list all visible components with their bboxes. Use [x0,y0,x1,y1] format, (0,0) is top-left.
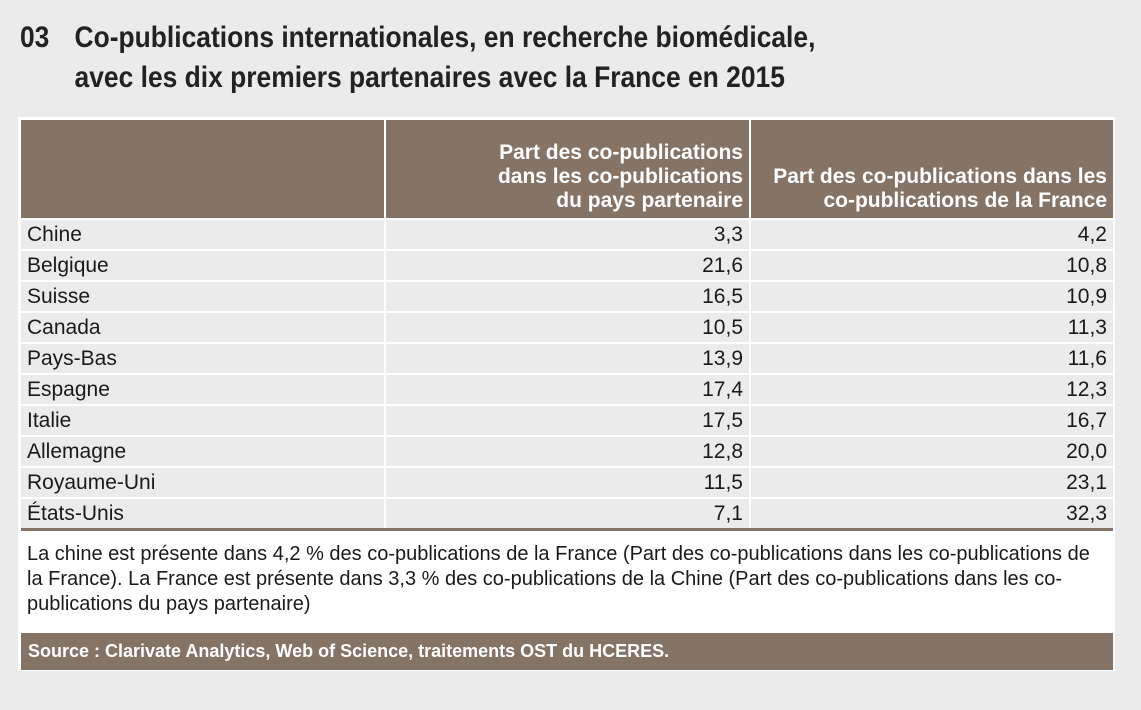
table-row: Chine 3,3 4,2 [21,218,1113,250]
partner-share-cell: 3,3 [385,218,751,250]
table-row: Allemagne 12,8 20,0 [21,435,1113,467]
title-line-1: Co-publications internationales, en rech… [74,21,816,54]
partner-share-cell: 7,1 [385,497,751,531]
table-panel: Part des co-publications dans les co-pub… [18,117,1115,671]
country-cell: Suisse [21,280,386,312]
partner-share-cell: 10,5 [385,311,751,343]
partner-share-cell: 13,9 [385,342,751,374]
table-row: Suisse 16,5 10,9 [21,280,1113,312]
france-share-cell: 16,7 [750,404,1113,436]
table-row: Canada 10,5 11,3 [21,311,1113,343]
france-share-cell: 11,3 [750,311,1113,343]
france-share-cell: 23,1 [750,466,1113,498]
figure-title: 03 Co-publications internationales, en re… [20,18,815,98]
table-row: Belgique 21,6 10,8 [21,249,1113,281]
partner-share-cell: 21,6 [385,249,751,281]
table-row: États-Unis 7,1 32,3 [21,497,1113,531]
data-table: Part des co-publications dans les co-pub… [21,120,1113,531]
table-row: Espagne 17,4 12,3 [21,373,1113,405]
partner-share-cell: 17,5 [385,404,751,436]
france-share-cell: 32,3 [750,497,1113,531]
country-cell: Espagne [21,373,386,405]
country-cell: Royaume-Uni [21,466,386,498]
france-share-cell: 10,8 [750,249,1113,281]
table-row: Royaume-Uni 11,5 23,1 [21,466,1113,498]
country-cell: Chine [21,218,386,250]
france-share-cell: 11,6 [750,342,1113,374]
country-cell: Italie [21,404,386,436]
country-cell: Canada [21,311,386,343]
header-partner-share: Part des co-publications dans les co-pub… [385,120,751,219]
source-bar: Source : Clarivate Analytics, Web of Sci… [21,633,1113,670]
header-france-share: Part des co-publications dans les co-pub… [750,120,1113,219]
country-cell: Pays-Bas [21,342,386,374]
country-cell: Allemagne [21,435,386,467]
table-row: Italie 17,5 16,7 [21,404,1113,436]
france-share-cell: 10,9 [750,280,1113,312]
header-country [21,120,386,219]
france-share-cell: 12,3 [750,373,1113,405]
table-header-row: Part des co-publications dans les co-pub… [21,120,1113,219]
table-row: Pays-Bas 13,9 11,6 [21,342,1113,374]
partner-share-cell: 12,8 [385,435,751,467]
partner-share-cell: 16,5 [385,280,751,312]
partner-share-cell: 11,5 [385,466,751,498]
table-note: La chine est présente dans 4,2 % des co-… [27,543,1090,615]
france-share-cell: 20,0 [750,435,1113,467]
figure-number: 03 [20,21,50,54]
title-line-2: avec les dix premiers partenaires avec l… [74,61,785,94]
country-cell: Belgique [21,249,386,281]
partner-share-cell: 17,4 [385,373,751,405]
country-cell: États-Unis [21,497,386,531]
france-share-cell: 4,2 [750,218,1113,250]
